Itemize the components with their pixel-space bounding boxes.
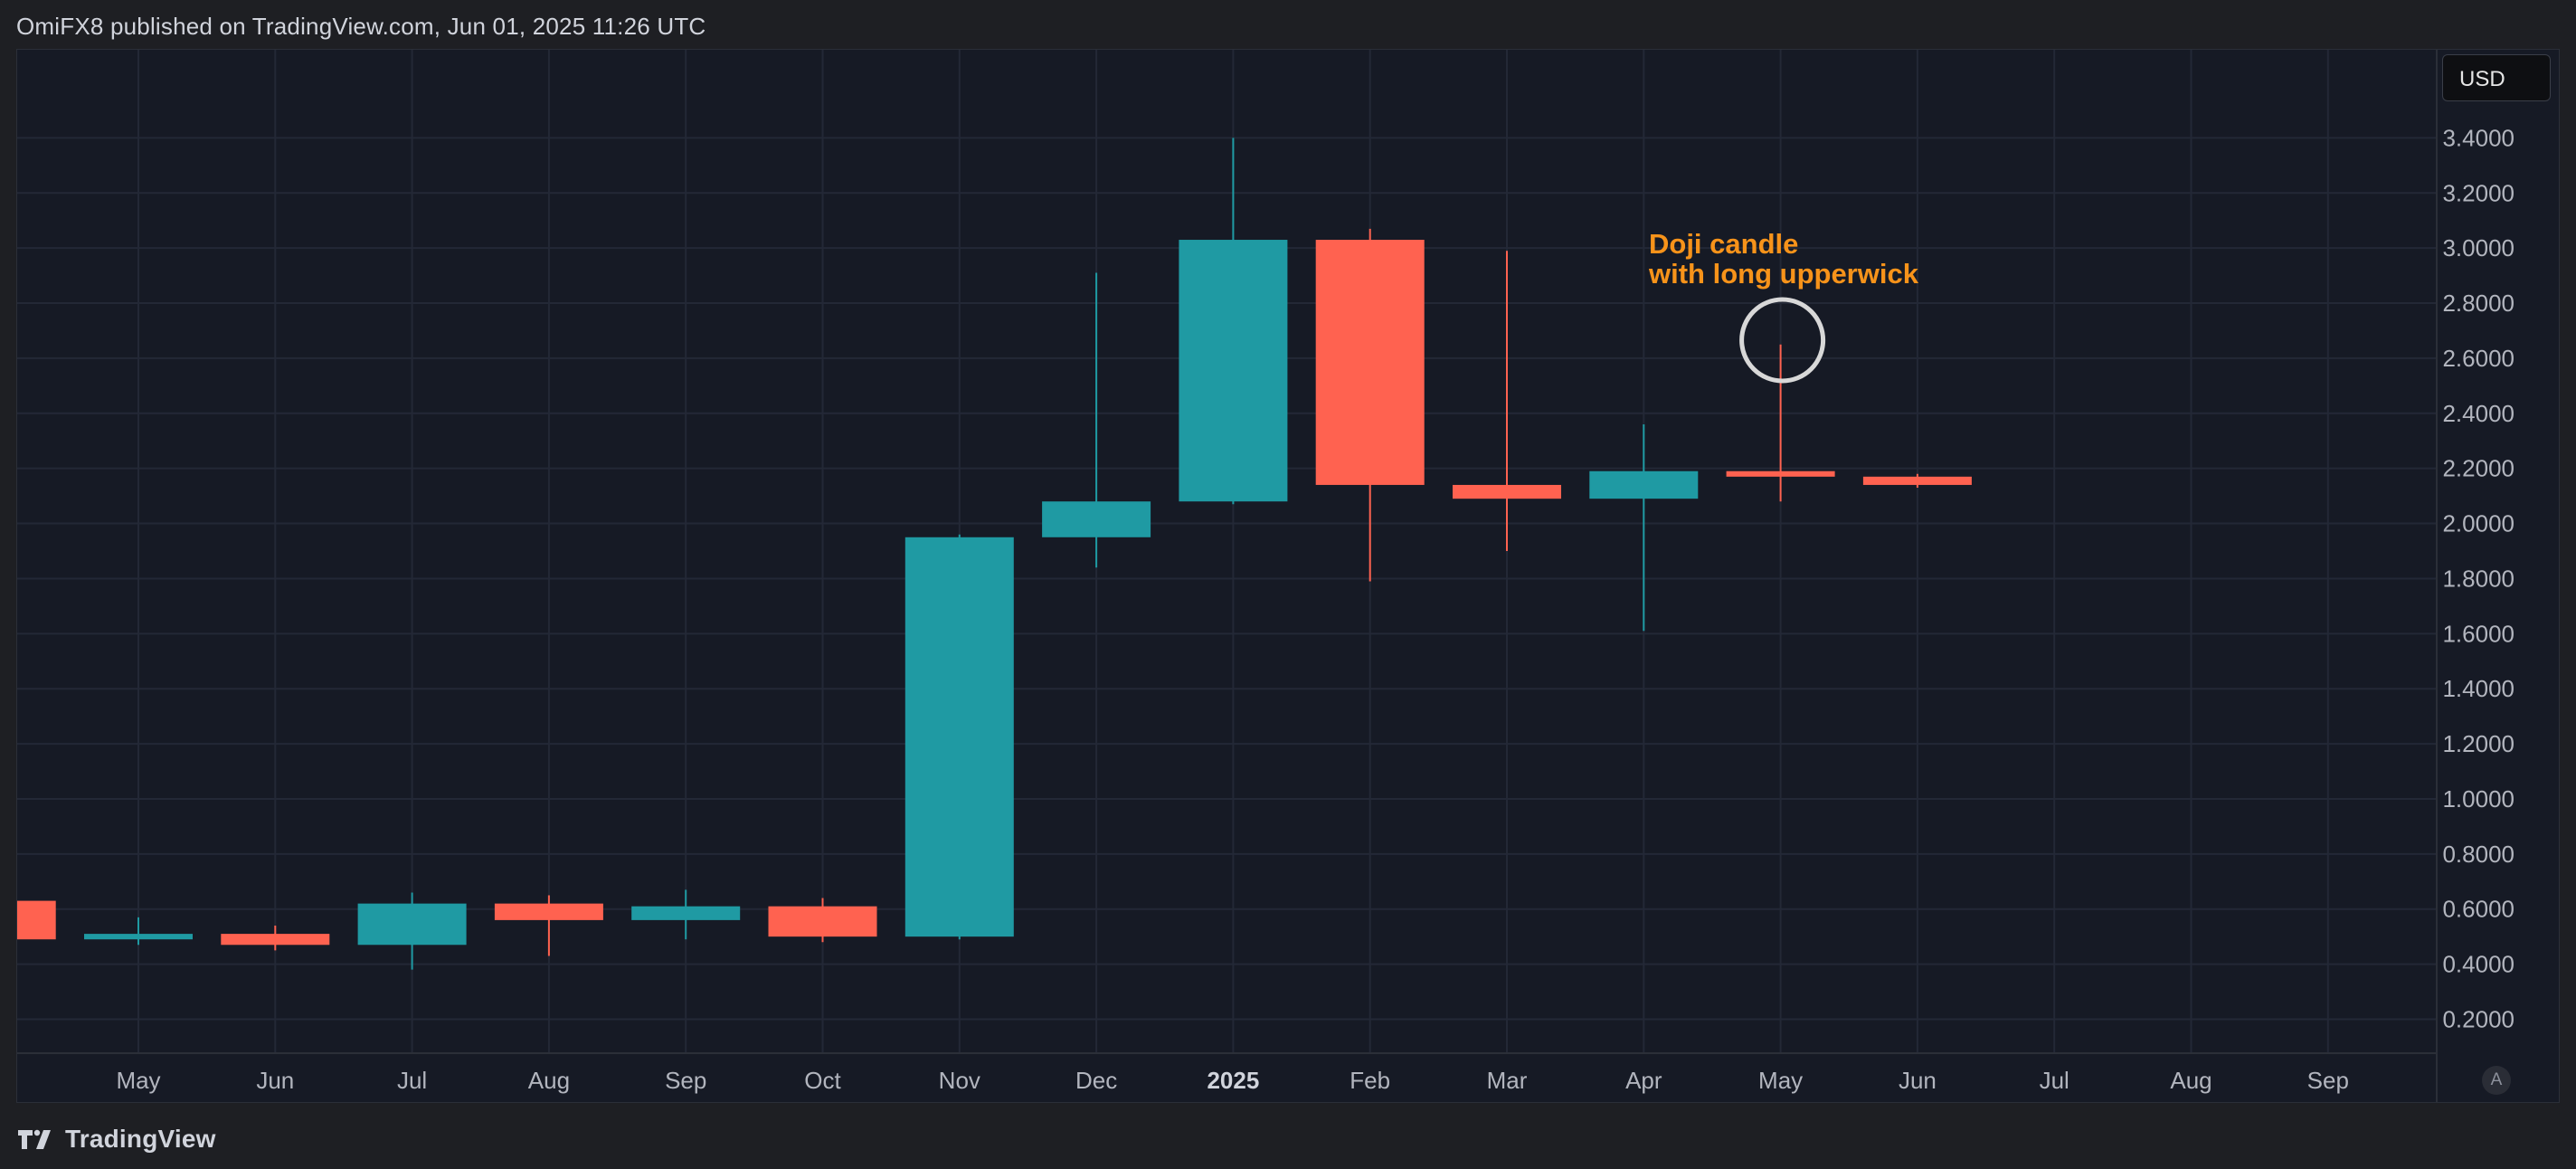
candle-body <box>1315 240 1425 485</box>
auto-scale-button[interactable]: A <box>2482 1066 2511 1095</box>
candle[interactable] <box>1453 251 1561 551</box>
candle-body <box>1453 484 1561 499</box>
price-axis-label: 2.0000 <box>2442 510 2514 537</box>
price-axis-label: 1.2000 <box>2442 730 2514 757</box>
price-axis-labels: 0.2000 0.4000 0.6000 0.8000 1.0000 1.2000 1.40… <box>2442 124 2514 1032</box>
annotation-text: Doji candle <box>1649 228 1798 260</box>
candle[interactable] <box>904 534 1014 940</box>
candle-body <box>1179 240 1288 502</box>
candle-body <box>1589 470 1699 499</box>
candle-body <box>221 934 330 946</box>
candle-body <box>1042 501 1151 537</box>
time-axis-label: Sep <box>665 1067 706 1094</box>
candle[interactable] <box>631 889 741 940</box>
time-axis-label: Aug <box>2170 1067 2211 1094</box>
publication-info: OmiFX8 published on TradingView.com, Jun… <box>16 13 706 40</box>
price-axis-label: 0.6000 <box>2442 896 2514 923</box>
time-axis-label: Oct <box>804 1067 841 1094</box>
time-axis-label: May <box>116 1067 160 1094</box>
price-axis-label: 0.8000 <box>2442 841 2514 868</box>
tradingview-logo-icon <box>18 1129 51 1149</box>
candle[interactable] <box>84 917 193 946</box>
time-axis-label: Sep <box>2307 1067 2349 1094</box>
currency-selector[interactable]: USD <box>2442 54 2551 101</box>
candle-body <box>1726 470 1835 477</box>
tradingview-brand: TradingView <box>65 1125 216 1153</box>
candle[interactable] <box>1315 228 1425 582</box>
time-axis-label: Dec <box>1075 1067 1117 1094</box>
price-axis-label: 2.6000 <box>2442 345 2514 372</box>
candle[interactable] <box>1042 272 1151 568</box>
candle[interactable] <box>0 900 56 940</box>
candles <box>0 138 1972 970</box>
price-axis-label: 2.4000 <box>2442 400 2514 427</box>
candle[interactable] <box>221 925 330 951</box>
annotation-text: with long upperwick <box>1648 258 1919 290</box>
time-axis-label: Aug <box>528 1067 570 1094</box>
time-axis-label: Jul <box>2040 1067 2069 1094</box>
candle[interactable] <box>768 898 877 943</box>
time-axis-label: Nov <box>939 1067 980 1094</box>
price-axis-label: 3.4000 <box>2442 124 2514 151</box>
time-axis-label: May <box>1758 1067 1803 1094</box>
candle[interactable] <box>494 895 603 956</box>
time-axis-label: Jul <box>397 1067 427 1094</box>
price-axis-label: 1.8000 <box>2442 565 2514 592</box>
time-axis-label: Jun <box>1899 1067 1937 1094</box>
grid-lines <box>17 50 2436 1052</box>
candle-body <box>357 903 467 946</box>
time-axis-label: 2025 <box>1207 1067 1259 1094</box>
price-axis-label: 1.6000 <box>2442 620 2514 647</box>
candle-body <box>84 934 193 940</box>
candle-body <box>494 903 603 920</box>
price-axis-label: 2.2000 <box>2442 455 2514 482</box>
price-axis-label: 3.0000 <box>2442 234 2514 261</box>
candle[interactable] <box>1862 473 1972 488</box>
candle[interactable] <box>357 892 467 970</box>
price-axis-label: 2.8000 <box>2442 290 2514 317</box>
candle[interactable] <box>1589 423 1699 632</box>
candle-body <box>904 537 1014 937</box>
candle-body <box>768 906 877 937</box>
candle[interactable] <box>1726 344 1835 502</box>
candle-body <box>1862 476 1972 485</box>
price-axis-label: 0.2000 <box>2442 1005 2514 1032</box>
highlight-circle <box>1739 297 1826 384</box>
time-axis-label: Jun <box>256 1067 294 1094</box>
price-axis-label: 1.4000 <box>2442 675 2514 702</box>
time-axis-label: Mar <box>1487 1067 1528 1094</box>
price-axis-label: 3.2000 <box>2442 179 2514 206</box>
time-axis-label: Feb <box>1350 1067 1390 1094</box>
time-axis-labels: May Jun Jul Aug Sep Oct Nov Dec 2025 Feb Mar Apr May… <box>116 1067 2348 1094</box>
price-axis-label: 0.4000 <box>2442 951 2514 978</box>
footer[interactable]: TradingView <box>16 1121 216 1157</box>
candle[interactable] <box>1179 138 1288 505</box>
candle-body <box>631 906 741 920</box>
candle-body <box>17 900 56 940</box>
price-axis-label: 1.0000 <box>2442 785 2514 813</box>
time-axis-label: Apr <box>1625 1067 1662 1094</box>
